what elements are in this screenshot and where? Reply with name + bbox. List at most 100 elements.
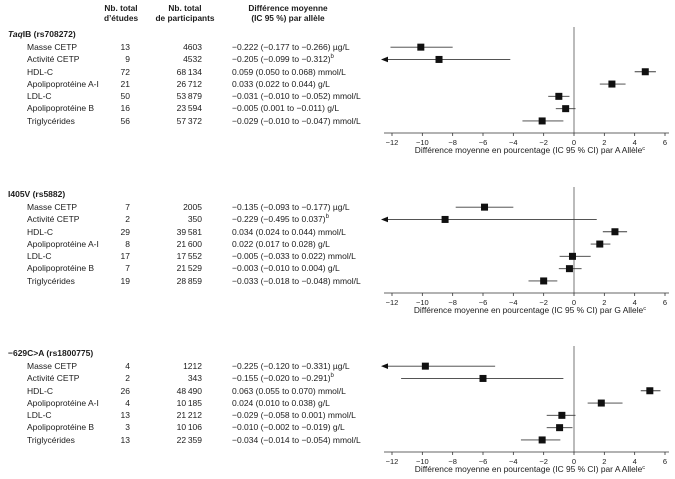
point-square bbox=[565, 265, 573, 273]
row-label: Masse CETP bbox=[27, 361, 78, 371]
difference-cell: −0.225 (−0.120 to −0.331) µg/L bbox=[232, 360, 360, 372]
difference-cell: −0.005 (−0.033 to 0.022) mmol/L bbox=[232, 250, 360, 262]
participants-count: 10 106 bbox=[176, 422, 202, 433]
difference-value: −0.003 (−0.010 to 0.004) g/L bbox=[232, 263, 340, 274]
row-label: Activité CETP bbox=[27, 54, 80, 65]
difference-cell: 0.034 (0.024 to 0.044) mmol/L bbox=[232, 226, 360, 238]
column-gap bbox=[202, 385, 232, 397]
studies-count: 21 bbox=[120, 78, 130, 89]
section-title-text: IB (rs708272) bbox=[22, 29, 76, 39]
table-row: Apolipoprotéine B 3 10 106 −0.010 (−0.002 t… bbox=[0, 421, 360, 433]
tick-label: 2 bbox=[602, 298, 606, 307]
forest-row bbox=[528, 277, 558, 285]
section-title-text: −629C>A (rs1800775) bbox=[8, 348, 94, 358]
difference-value: 0.059 (0.050 to 0.068) mmol/L bbox=[232, 66, 346, 77]
difference-cell: −0.003 (−0.010 to 0.004) g/L bbox=[232, 262, 360, 274]
panels-container: TaqIB (rs708272) Masse CETP 13 4603 −0.222 (… bbox=[0, 22, 675, 479]
table-row: Triglycérides 56 57 372 −0.029 (−0.010 to −… bbox=[0, 115, 361, 127]
studies-count: 56 bbox=[120, 115, 130, 126]
studies-count: 16 bbox=[120, 103, 130, 114]
forest-row bbox=[599, 80, 626, 88]
tick-label: −8 bbox=[448, 457, 457, 466]
column-gap bbox=[202, 53, 232, 65]
forest-row bbox=[390, 43, 453, 51]
column-gap bbox=[202, 360, 232, 372]
section-title-italic: Taq bbox=[8, 29, 23, 39]
col-header-studies-line1: Nb. total bbox=[104, 3, 138, 13]
row-label: Apolipoprotéine A-I bbox=[27, 238, 99, 249]
studies-count: 26 bbox=[120, 385, 130, 396]
difference-value: −0.010 (−0.002 to −0.019) g/L bbox=[232, 422, 345, 433]
section-title: −629C>A (rs1800775) bbox=[0, 347, 675, 360]
tick-label: −8 bbox=[448, 138, 457, 147]
forest-row bbox=[381, 55, 511, 63]
participants-count: 21 529 bbox=[176, 263, 202, 274]
difference-value: 0.034 (0.024 to 0.044) mmol/L bbox=[232, 226, 346, 237]
forest-row bbox=[520, 436, 561, 444]
participants-count: 1212 bbox=[183, 361, 202, 371]
axis-caption-superscript: c bbox=[643, 306, 646, 312]
point-square bbox=[641, 68, 649, 76]
point-square bbox=[540, 277, 548, 285]
column-gap bbox=[202, 421, 232, 433]
tick-label: 4 bbox=[633, 298, 637, 307]
difference-value: −0.135 (−0.093 to −0.177) µg/L bbox=[232, 202, 350, 212]
point-square bbox=[608, 80, 616, 88]
tick-label: 2 bbox=[602, 457, 606, 466]
tick-label: 0 bbox=[572, 457, 576, 466]
participants-count: 2005 bbox=[183, 202, 202, 212]
table-row: Triglycérides 19 28 859 −0.033 (−0.018 to −… bbox=[0, 275, 361, 287]
studies-count: 9 bbox=[125, 54, 130, 65]
column-gap bbox=[202, 275, 232, 287]
row-label: Triglycérides bbox=[27, 434, 75, 445]
arrow-left-icon bbox=[381, 363, 388, 369]
point-square bbox=[479, 374, 487, 382]
arrow-left-icon bbox=[381, 56, 388, 63]
column-gap bbox=[202, 250, 232, 262]
row-label: Masse CETP bbox=[27, 42, 78, 52]
participants-count: 4532 bbox=[183, 54, 202, 65]
row-label: Apolipoprotéine B bbox=[27, 422, 95, 433]
participants-count: 28 859 bbox=[176, 275, 202, 286]
table-row: Activité CETP 9 4532 −0.205 (−0.099 to −0.3… bbox=[0, 53, 360, 65]
difference-value: 0.024 (0.010 to 0.038) g/L bbox=[232, 397, 330, 408]
tick-label: −8 bbox=[448, 298, 457, 307]
forest-row bbox=[602, 228, 628, 236]
tick-label: −10 bbox=[416, 457, 429, 466]
col-header-difference-line1: Différence moyenne bbox=[248, 3, 328, 13]
participants-count: 17 552 bbox=[176, 251, 202, 262]
section-title: I405V (rs5882) bbox=[0, 188, 675, 201]
point-square bbox=[597, 399, 605, 407]
difference-value: −0.225 (−0.120 to −0.331) µg/L bbox=[232, 361, 350, 371]
forest-row bbox=[546, 411, 576, 419]
studies-count: 17 bbox=[120, 251, 130, 262]
tick-label: 6 bbox=[663, 138, 667, 147]
row-label: Triglycérides bbox=[27, 115, 75, 126]
difference-cell: −0.155 (−0.020 to −0.291)b bbox=[232, 372, 360, 384]
axis-caption-superscript: c bbox=[642, 146, 645, 152]
tick-label: 0 bbox=[572, 298, 576, 307]
arrow-left-icon bbox=[381, 216, 388, 223]
participants-count: 48 490 bbox=[176, 385, 202, 396]
studies-count: 3 bbox=[125, 422, 130, 433]
point-square bbox=[555, 92, 563, 100]
table-row: Activité CETP 2 350 −0.229 (−0.495 to 0.037… bbox=[0, 213, 360, 225]
studies-count: 4 bbox=[125, 397, 130, 408]
table-row: HDL-C 29 39 581 0.034 (0.024 to 0.044) mmol… bbox=[0, 226, 360, 238]
row-label: Masse CETP bbox=[27, 202, 78, 212]
row-label: LDL-C bbox=[27, 91, 52, 102]
tick-label: 4 bbox=[633, 138, 637, 147]
difference-value: −0.031 (−0.010 to −0.052) mmol/L bbox=[232, 91, 361, 102]
tick-label: 6 bbox=[663, 457, 667, 466]
participants-count: 343 bbox=[187, 373, 202, 384]
difference-cell: −0.029 (−0.058 to 0.001) mmol/L bbox=[232, 409, 360, 421]
column-gap bbox=[202, 41, 232, 53]
row-label: Apolipoprotéine B bbox=[27, 103, 95, 114]
col-header-participants-line2: de participants bbox=[155, 12, 215, 23]
tick-label: −6 bbox=[479, 457, 488, 466]
difference-cell: −0.034 (−0.014 to −0.054) mmol/L bbox=[232, 434, 361, 446]
point-square bbox=[611, 228, 619, 236]
row-label: HDL-C bbox=[27, 385, 53, 396]
participants-count: 350 bbox=[187, 214, 202, 225]
table-row: LDL-C 50 53 879 −0.031 (−0.010 to −0.052) m… bbox=[0, 90, 361, 102]
